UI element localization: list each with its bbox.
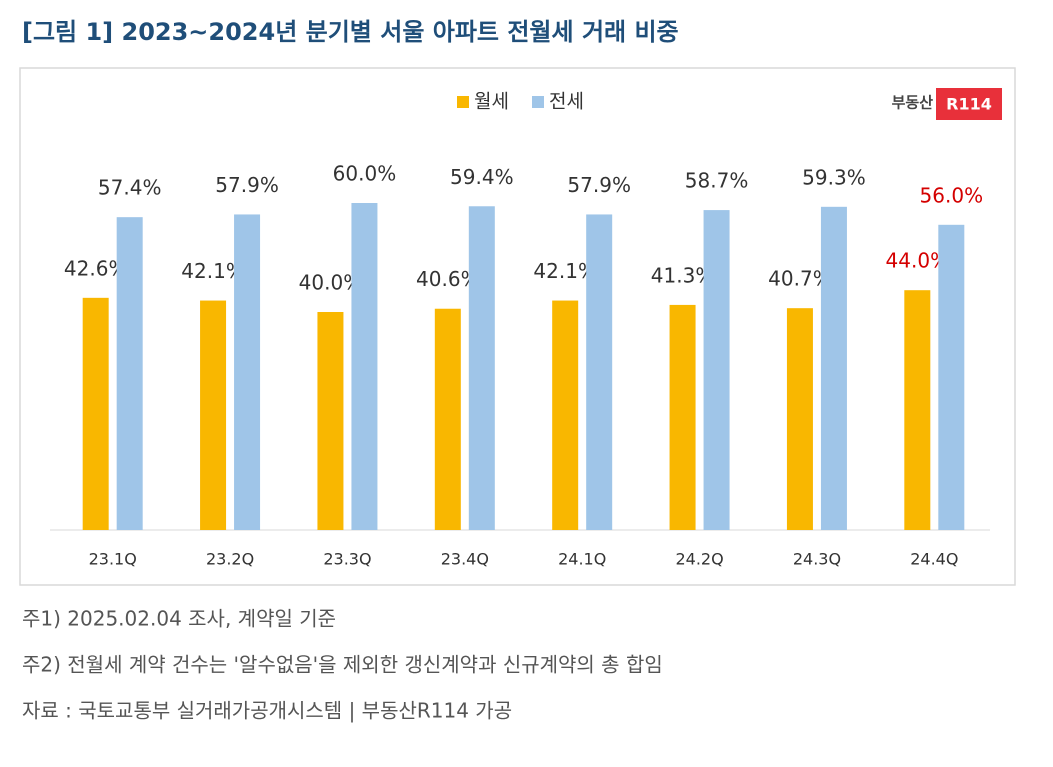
logo: 부동산 R114 (892, 88, 1002, 120)
x-tick-label: 23.2Q (206, 550, 254, 569)
legend-label: 월세 (474, 91, 509, 113)
value-label: 57.9% (215, 173, 279, 197)
chart-frame (19, 67, 1016, 586)
x-tick-label: 23.3Q (323, 550, 371, 569)
value-label: 56.0% (920, 183, 984, 207)
note: 주2) 전월세 계약 건수는 '알수없음'을 제외한 갱신계약과 신규계약의 총… (22, 653, 663, 677)
bar (351, 203, 378, 530)
legend-swatch (457, 96, 469, 108)
bar (669, 304, 696, 530)
bar (234, 214, 261, 530)
x-tick-label: 24.4Q (910, 550, 958, 569)
bar (586, 214, 613, 530)
bar (552, 300, 579, 530)
logo-mark: R114 (946, 95, 992, 114)
value-label: 59.4% (450, 165, 514, 189)
x-tick-label: 24.3Q (793, 550, 841, 569)
source: 자료 : 국토교통부 실거래가공개시스템 | 부동산R114 가공 (22, 699, 512, 723)
value-label: 57.9% (567, 173, 631, 197)
bar (116, 217, 143, 531)
x-tick-label: 23.1Q (89, 550, 137, 569)
bar (904, 290, 931, 530)
note: 주1) 2025.02.04 조사, 계약일 기준 (22, 607, 336, 631)
x-tick-label: 23.4Q (441, 550, 489, 569)
bar (317, 312, 344, 530)
value-label: 60.0% (333, 162, 397, 186)
x-tick-label: 24.2Q (675, 550, 723, 569)
legend-label: 전세 (549, 91, 584, 113)
value-label: 58.7% (685, 169, 749, 193)
x-tick-label: 24.1Q (558, 550, 606, 569)
logo-text: 부동산 (892, 94, 934, 112)
bar (703, 210, 730, 530)
bar (82, 297, 109, 530)
logo-box (936, 88, 1002, 120)
chart-title: [그림 1] 2023~2024년 분기별 서울 아파트 전월세 거래 비중 (22, 18, 679, 46)
bar (820, 206, 847, 530)
value-label: 59.3% (802, 165, 866, 189)
value-label: 57.4% (98, 176, 162, 200)
legend-swatch (532, 96, 544, 108)
bar (786, 308, 813, 530)
bar (200, 300, 227, 530)
bar (468, 206, 495, 530)
bar (434, 308, 461, 530)
bar (938, 224, 965, 531)
